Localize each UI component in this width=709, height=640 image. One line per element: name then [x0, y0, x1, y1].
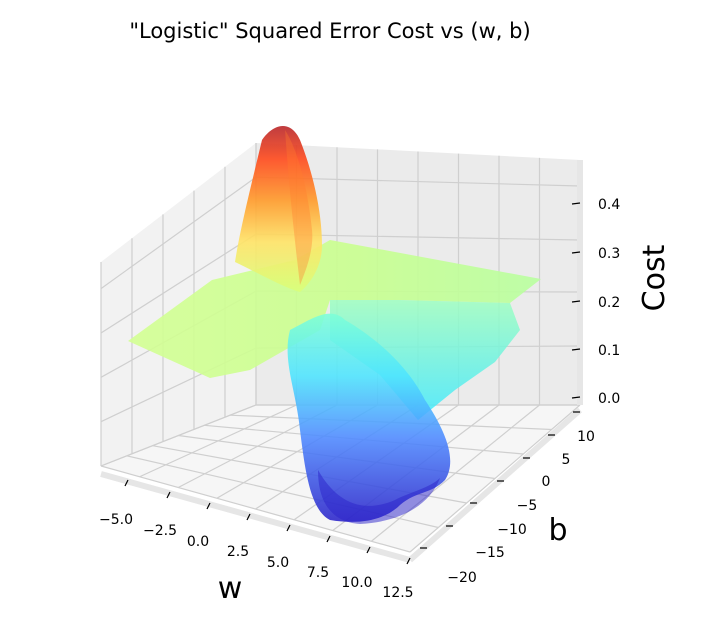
w-tick-mark	[124, 479, 129, 487]
b-axis-label: b	[548, 513, 567, 548]
cost-tick-mark	[571, 251, 581, 254]
w-tick-mark	[326, 535, 331, 543]
right-slope-face	[330, 300, 520, 420]
grid-line	[100, 233, 257, 334]
b-tick-label: −10	[497, 522, 527, 538]
grid-line	[100, 465, 411, 553]
b-tick-label: 0	[542, 474, 551, 490]
w-tick-mark	[206, 502, 211, 510]
cost-tick-label: 0.3	[598, 246, 620, 262]
w-tick-mark	[166, 491, 171, 499]
cost-axis-label: Cost	[637, 244, 672, 311]
cost-tick-mark	[571, 300, 581, 303]
trough-floor	[318, 470, 440, 524]
cost-tick-label: 0.2	[598, 295, 620, 311]
w-tick-mark	[246, 513, 251, 521]
b-tick-label: −5	[517, 498, 538, 514]
cost-tick-mark	[571, 348, 581, 351]
w-tick-label: −5.0	[99, 512, 133, 528]
cost-tick-label: 0.0	[598, 391, 620, 407]
b-tick-label: −20	[447, 570, 477, 586]
cost-axis-ticks: 0.0 0.1 0.2 0.3 0.4	[571, 197, 620, 407]
cost-tick-label: 0.1	[598, 343, 620, 359]
b-axis-ticks: −20 −15 −10 −505 10	[420, 411, 595, 586]
w-tick-mark	[366, 546, 371, 554]
w-tick-label: 10.0	[341, 575, 372, 591]
w-axis-label: w	[218, 571, 243, 606]
w-tick-label: 12.5	[382, 585, 413, 601]
floor-edge-front	[100, 471, 411, 563]
trough-face	[287, 313, 451, 522]
w-tick-label: −2.5	[143, 523, 177, 539]
b-tick-label: −15	[475, 545, 505, 561]
w-tick-label: 7.5	[307, 565, 329, 581]
chart-title: "Logistic" Squared Error Cost vs (w, b)	[129, 19, 530, 43]
b-tick-label: 10	[577, 429, 595, 445]
w-tick-mark	[406, 557, 411, 565]
b-tick-label: 5	[562, 452, 571, 468]
cost-tick-mark	[571, 202, 581, 205]
plateau-face	[128, 240, 541, 378]
cost-surface	[128, 126, 541, 524]
w-tick-label: 0.0	[187, 534, 209, 550]
peak-face	[235, 126, 322, 292]
w-axis-ticks: −5.0 −2.5 0.0 2.5 5.0 7.5 10.0 12.5	[99, 479, 414, 601]
w-tick-mark	[286, 524, 291, 532]
w-tick-label: 5.0	[267, 555, 289, 571]
cost-tick-label: 0.4	[598, 197, 620, 213]
cost-tick-mark	[571, 396, 581, 399]
w-tick-label: 2.5	[227, 544, 249, 560]
grid-line	[100, 176, 257, 290]
peak-shadow	[285, 130, 313, 285]
